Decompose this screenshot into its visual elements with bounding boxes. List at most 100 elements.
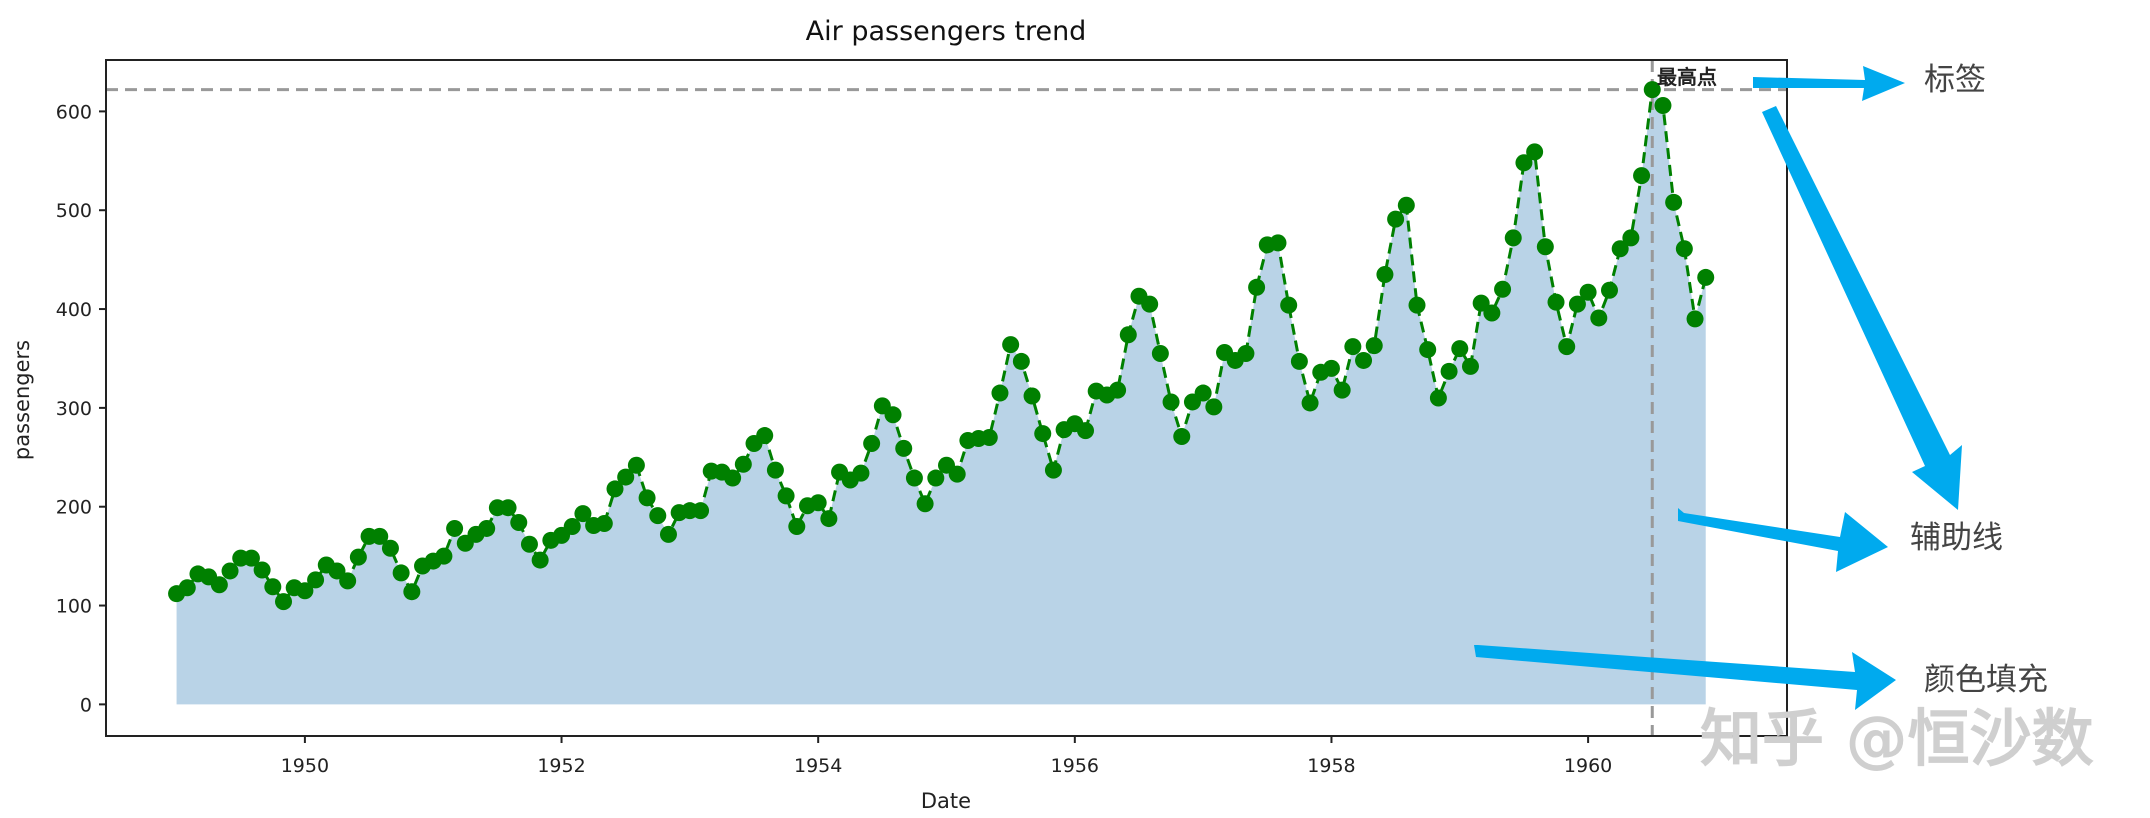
data-point — [638, 489, 656, 507]
data-point — [1633, 167, 1651, 185]
y-tick-label: 0 — [80, 694, 92, 716]
data-point — [1194, 384, 1212, 402]
data-point — [980, 429, 998, 447]
area-fill — [176, 89, 1706, 705]
data-point — [478, 519, 496, 537]
data-point — [1044, 461, 1062, 479]
data-point — [349, 548, 367, 566]
data-point — [1333, 381, 1351, 399]
data-point — [1643, 81, 1661, 99]
watermark: 知乎 @恒沙数 — [1700, 702, 2094, 775]
x-tick-label: 1954 — [794, 755, 842, 777]
data-point — [510, 514, 528, 532]
data-point — [1665, 193, 1683, 211]
data-point — [916, 495, 934, 513]
data-point — [820, 510, 838, 528]
x-tick-label: 1956 — [1051, 755, 1099, 777]
y-tick-label: 200 — [56, 497, 92, 519]
data-point — [1515, 154, 1533, 172]
data-point — [991, 384, 1009, 402]
data-point — [905, 469, 923, 487]
data-point — [1002, 336, 1020, 354]
data-point — [1675, 240, 1693, 258]
y-tick-label: 500 — [56, 200, 92, 222]
data-point — [339, 572, 357, 590]
data-point — [809, 494, 827, 512]
data-point — [852, 464, 870, 482]
callout-label: 标签 — [1924, 62, 1986, 98]
data-point — [392, 564, 410, 582]
y-tick-label: 400 — [56, 299, 92, 321]
data-point — [1408, 296, 1426, 314]
data-point — [1355, 351, 1373, 369]
data-point — [1109, 381, 1127, 399]
data-point — [1419, 341, 1437, 359]
data-point — [692, 502, 710, 520]
data-point — [788, 517, 806, 535]
data-point — [1600, 281, 1618, 299]
data-point — [1622, 229, 1640, 247]
data-point — [1654, 96, 1672, 114]
data-point — [948, 465, 966, 483]
data-point — [1162, 393, 1180, 411]
data-point — [403, 583, 421, 601]
data-point — [264, 578, 282, 596]
data-point — [499, 499, 517, 517]
x-axis-label: Date — [921, 789, 971, 813]
data-point — [1344, 338, 1362, 356]
data-point — [1376, 265, 1394, 283]
data-point — [1290, 352, 1308, 370]
data-point — [531, 551, 549, 569]
chart-title: Air passengers trend — [806, 16, 1087, 47]
callout-fill: 颜色填充 — [1924, 662, 2048, 698]
data-point — [275, 593, 293, 611]
data-point — [1611, 240, 1629, 258]
data-point — [178, 579, 196, 597]
data-point — [1012, 352, 1030, 370]
data-point — [1590, 309, 1608, 327]
data-point — [1237, 345, 1255, 363]
data-point — [1077, 422, 1095, 440]
data-point — [659, 525, 677, 543]
data-point — [1429, 389, 1447, 407]
data-point — [756, 427, 774, 445]
x-tick-label: 1960 — [1564, 755, 1612, 777]
arrow-to-guideline-icon — [1762, 106, 1962, 510]
callout-arrows — [1474, 66, 1962, 710]
y-tick-label: 100 — [56, 596, 92, 618]
data-point — [1387, 210, 1405, 228]
data-point — [734, 455, 752, 473]
data-point — [210, 576, 228, 594]
data-point — [1269, 234, 1287, 252]
y-axis-label: passengers — [10, 340, 34, 460]
data-point — [863, 434, 881, 452]
data-point — [1280, 296, 1298, 314]
data-point — [307, 571, 325, 589]
data-point — [606, 480, 624, 498]
data-point — [1119, 326, 1137, 344]
data-point — [884, 406, 902, 424]
data-point — [296, 582, 314, 600]
data-point — [1151, 345, 1169, 363]
data-point — [1504, 229, 1522, 247]
data-point — [1697, 268, 1715, 286]
data-point — [1451, 340, 1469, 358]
data-point — [1248, 278, 1266, 296]
data-point — [1322, 359, 1340, 377]
plot-area — [106, 60, 1787, 736]
arrow-to-label-icon — [1753, 66, 1905, 101]
data-point — [1568, 295, 1586, 313]
data-point — [446, 519, 464, 537]
data-point — [627, 456, 645, 474]
data-point — [371, 527, 389, 545]
x-tick-label: 1950 — [281, 755, 329, 777]
peak-annotation: 最高点 — [1657, 65, 1717, 89]
data-point — [1440, 362, 1458, 380]
data-point — [381, 539, 399, 557]
data-point — [1461, 357, 1479, 375]
data-point — [927, 469, 945, 487]
data-point — [1301, 394, 1319, 412]
data-point — [435, 547, 453, 565]
data-point — [1686, 310, 1704, 328]
